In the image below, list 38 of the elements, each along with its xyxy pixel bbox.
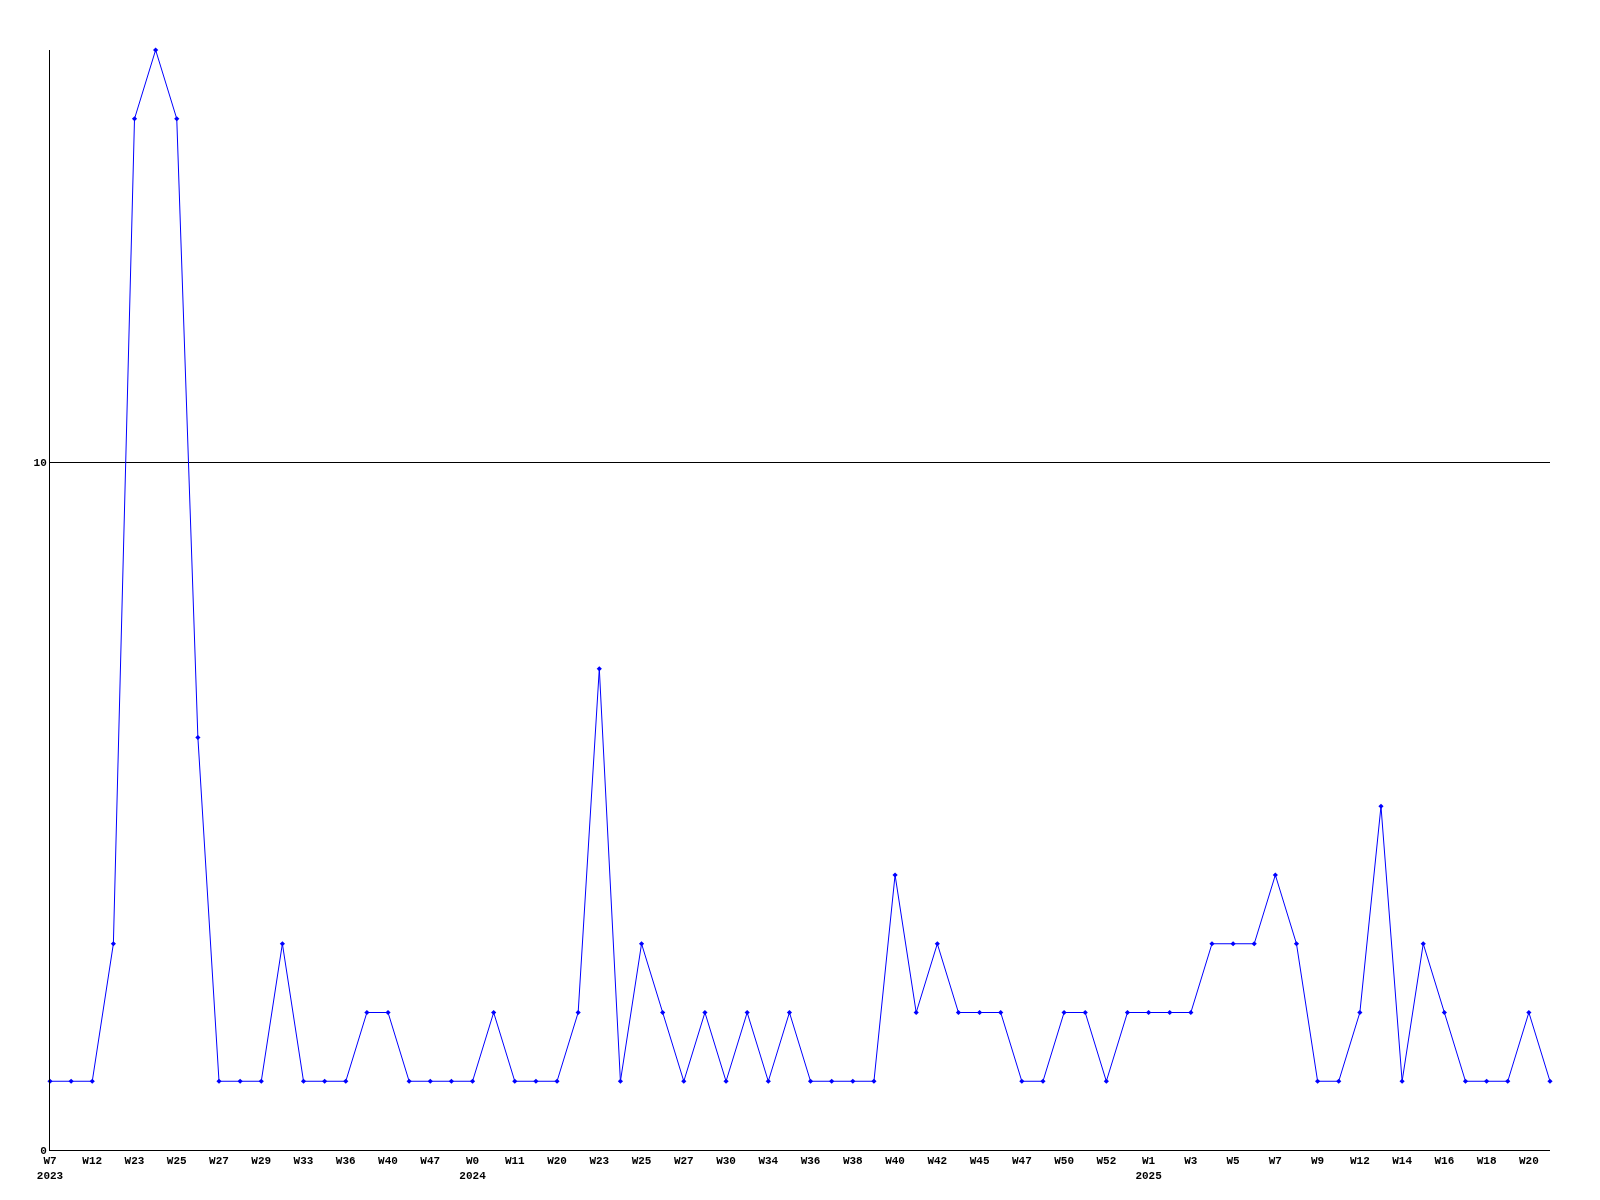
x-tick-label: W0 2024 <box>459 1155 487 1182</box>
y-tick-label: 0 <box>40 1144 47 1157</box>
x-tick-label: W7 <box>1268 1155 1282 1168</box>
x-tick-label: W23 <box>589 1155 610 1168</box>
x-tick-label: W42 <box>927 1155 948 1168</box>
x-tick-label: W20 <box>547 1155 567 1168</box>
x-tick-label: W29 <box>251 1155 272 1168</box>
y-tick-label: 10 <box>33 457 47 470</box>
x-tick-label: W11 <box>504 1155 526 1168</box>
x-tick-label: W40 <box>885 1155 905 1168</box>
x-tick-label: W12 <box>82 1155 103 1168</box>
x-tick-label: W27 <box>209 1155 229 1168</box>
x-tick-label: W9 <box>1311 1155 1325 1168</box>
x-tick-label: W45 <box>969 1155 990 1168</box>
x-tick-label: W25 <box>631 1155 652 1168</box>
x-tick-label: W14 <box>1392 1155 1413 1168</box>
x-tick-label: W5 <box>1226 1155 1241 1168</box>
x-tick-label: W52 <box>1096 1155 1117 1168</box>
x-tick-label: W7 2023 <box>36 1155 64 1182</box>
x-tick-label: W12 <box>1349 1155 1370 1168</box>
x-tick-label: W16 <box>1434 1155 1455 1168</box>
x-tick-label: W36 <box>335 1155 356 1168</box>
x-tick-label: W25 <box>166 1155 188 1168</box>
x-tick-label: W30 <box>716 1155 736 1168</box>
x-tick-label: W33 <box>293 1155 314 1168</box>
x-tick-label: W47 <box>1011 1155 1032 1168</box>
x-tick-label: W34 <box>758 1155 779 1168</box>
x-tick-label: W1 2025 <box>1135 1155 1163 1182</box>
x-tick-label: W18 <box>1476 1155 1497 1168</box>
x-tick-label: W40 <box>378 1155 398 1168</box>
x-tick-label: W38 <box>842 1155 864 1168</box>
x-tick-label: W50 <box>1054 1155 1074 1168</box>
x-tick-label: W23 <box>124 1155 145 1168</box>
x-tick-label: W20 <box>1518 1155 1539 1168</box>
x-tick-label: W27 <box>673 1155 694 1168</box>
x-tick-label: W3 <box>1184 1155 1198 1168</box>
x-tick-label: W36 <box>800 1155 821 1168</box>
x-tick-label: W47 <box>420 1155 441 1168</box>
